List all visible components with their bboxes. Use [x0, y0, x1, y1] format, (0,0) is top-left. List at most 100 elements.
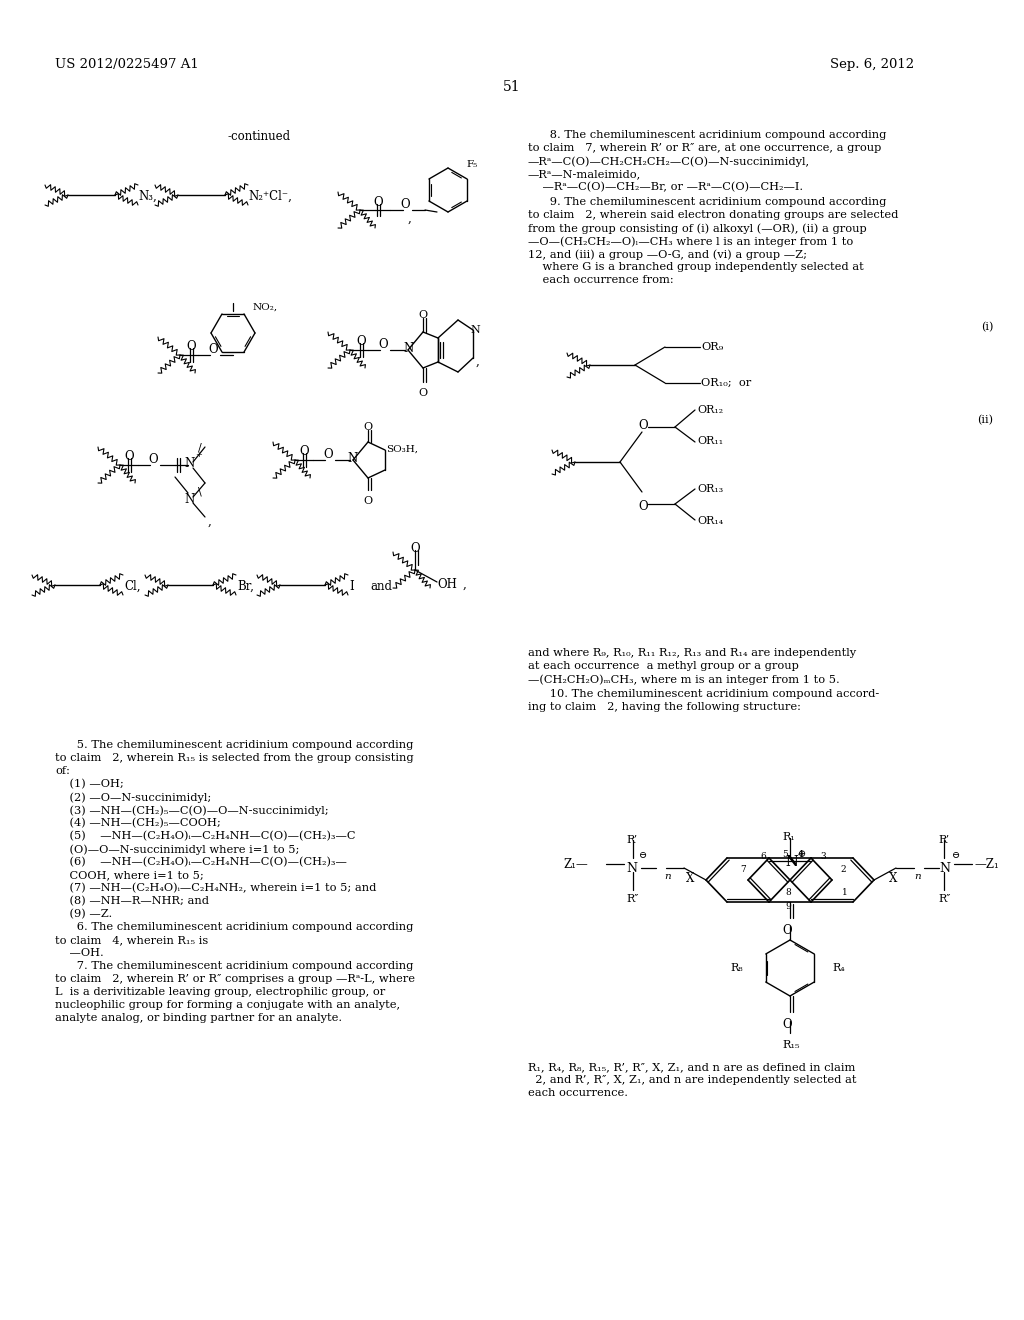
Text: O: O	[638, 418, 647, 432]
Text: (8) —NH—R—NHR; and: (8) —NH—R—NHR; and	[55, 896, 209, 907]
Text: I: I	[349, 579, 353, 593]
Text: Sep. 6, 2012: Sep. 6, 2012	[830, 58, 914, 71]
Text: +: +	[195, 451, 202, 459]
Text: Br,: Br,	[237, 579, 254, 593]
Text: 8. The chemiluminescent acridinium compound according: 8. The chemiluminescent acridinium compo…	[528, 129, 887, 140]
Text: O: O	[782, 1018, 792, 1031]
Text: 2, and R’, R″, X, Z₁, and n are independently selected at: 2, and R’, R″, X, Z₁, and n are independ…	[528, 1074, 856, 1085]
Text: at each occurrence  a methyl group or a group: at each occurrence a methyl group or a g…	[528, 661, 799, 671]
Text: to claim  2, wherein R’ or R″ comprises a group —Rᵃ-L, where: to claim 2, wherein R’ or R″ comprises a…	[55, 974, 415, 983]
Text: O: O	[378, 338, 388, 351]
Text: ⊕: ⊕	[798, 850, 806, 859]
Text: (4) —NH—(CH₂)₅—COOH;: (4) —NH—(CH₂)₅—COOH;	[55, 818, 221, 829]
Text: 3: 3	[820, 851, 825, 861]
Text: —Rᵃ—C(O)—CH₂—Br, or —Rᵃ—C(O)—CH₂—I.: —Rᵃ—C(O)—CH₂—Br, or —Rᵃ—C(O)—CH₂—I.	[528, 182, 803, 193]
Text: OR₁₄: OR₁₄	[697, 516, 723, 525]
Text: (3) —NH—(CH₂)₅—C(O)—O—N-succinimidyl;: (3) —NH—(CH₂)₅—C(O)—O—N-succinimidyl;	[55, 805, 329, 816]
Text: to claim  2, wherein said electron donating groups are selected: to claim 2, wherein said electron donati…	[528, 210, 898, 220]
Text: COOH, where i=1 to 5;: COOH, where i=1 to 5;	[55, 870, 204, 880]
Text: 7: 7	[740, 865, 745, 874]
Text: (6)    —NH—(C₂H₄O)ᵢ—C₂H₄NH—C(O)—(CH₂)₃—: (6) —NH—(C₂H₄O)ᵢ—C₂H₄NH—C(O)—(CH₂)₃—	[55, 857, 347, 867]
Text: N: N	[347, 451, 357, 465]
Text: each occurrence.: each occurrence.	[528, 1088, 628, 1098]
Text: O: O	[362, 422, 372, 432]
Text: (i): (i)	[981, 322, 993, 333]
Text: —Rᵃ—C(O)—CH₂CH₂CH₂—C(O)—N-succinimidyl,: —Rᵃ—C(O)—CH₂CH₂CH₂—C(O)—N-succinimidyl,	[528, 156, 810, 166]
Text: (9) —Z.: (9) —Z.	[55, 909, 113, 919]
Text: 7. The chemiluminescent acridinium compound according: 7. The chemiluminescent acridinium compo…	[55, 961, 414, 972]
Text: N: N	[785, 855, 798, 869]
Text: OH: OH	[437, 578, 457, 591]
Text: ,: ,	[408, 213, 412, 224]
Text: O: O	[400, 198, 410, 211]
Text: O: O	[373, 195, 383, 209]
Text: ,: ,	[476, 355, 480, 368]
Text: OR₁₂: OR₁₂	[697, 405, 723, 414]
Text: (ii): (ii)	[977, 414, 993, 425]
Text: R’: R’	[938, 836, 949, 845]
Text: 6: 6	[760, 851, 766, 861]
Text: O: O	[418, 310, 427, 319]
Text: and where R₉, R₁₀, R₁₁ R₁₂, R₁₃ and R₁₄ are independently: and where R₉, R₁₀, R₁₁ R₁₂, R₁₃ and R₁₄ …	[528, 648, 856, 657]
Text: OR₁₁: OR₁₁	[697, 436, 723, 446]
Text: R₁, R₄, R₈, R₁₅, R’, R″, X, Z₁, and n are as defined in claim: R₁, R₄, R₈, R₁₅, R’, R″, X, Z₁, and n ar…	[528, 1063, 855, 1072]
Text: \: \	[198, 487, 202, 498]
Text: 5. The chemiluminescent acridinium compound according: 5. The chemiluminescent acridinium compo…	[55, 741, 414, 750]
Text: ing to claim  2, having the following structure:: ing to claim 2, having the following str…	[528, 702, 801, 711]
Text: (1) —OH;: (1) —OH;	[55, 779, 124, 789]
Text: N: N	[626, 862, 637, 875]
Text: R₄: R₄	[831, 964, 845, 973]
Text: where G is a branched group independently selected at: where G is a branched group independentl…	[528, 261, 864, 272]
Text: 1: 1	[842, 888, 848, 898]
Text: —OH.: —OH.	[55, 948, 103, 958]
Text: N₂⁺Cl⁻,: N₂⁺Cl⁻,	[248, 190, 292, 203]
Text: analyte analog, or binding partner for an analyte.: analyte analog, or binding partner for a…	[55, 1012, 342, 1023]
Text: each occurrence from:: each occurrence from:	[528, 275, 674, 285]
Text: R″: R″	[626, 894, 638, 904]
Text: O: O	[148, 453, 158, 466]
Text: n: n	[914, 873, 921, 880]
Text: R₁: R₁	[782, 832, 795, 842]
Text: N: N	[184, 457, 195, 470]
Text: OR₁₀;  or: OR₁₀; or	[701, 378, 752, 388]
Text: ,: ,	[208, 515, 212, 528]
Text: -continued: -continued	[228, 129, 291, 143]
Text: 9: 9	[785, 902, 791, 911]
Text: O: O	[418, 388, 427, 399]
Text: 6. The chemiluminescent acridinium compound according: 6. The chemiluminescent acridinium compo…	[55, 921, 414, 932]
Text: O: O	[362, 496, 372, 506]
Text: from the group consisting of (i) alkoxyl (—OR), (ii) a group: from the group consisting of (i) alkoxyl…	[528, 223, 866, 234]
Text: R’: R’	[626, 836, 637, 845]
Text: O: O	[782, 924, 792, 937]
Text: R₁₅: R₁₅	[782, 1040, 800, 1049]
Text: O: O	[410, 543, 420, 554]
Text: O: O	[638, 500, 647, 513]
Text: (7) —NH—(C₂H₄O)ᵢ—C₂H₄NH₂, wherein i=1 to 5; and: (7) —NH—(C₂H₄O)ᵢ—C₂H₄NH₂, wherein i=1 to…	[55, 883, 377, 894]
Text: NO₂,: NO₂,	[253, 304, 279, 312]
Text: SO₃H,: SO₃H,	[386, 445, 418, 454]
Text: to claim  4, wherein R₁₅ is: to claim 4, wherein R₁₅ is	[55, 935, 208, 945]
Text: —Z₁: —Z₁	[974, 858, 998, 871]
Text: Z₁—: Z₁—	[563, 858, 588, 871]
Text: 2: 2	[840, 865, 846, 874]
Text: O: O	[356, 335, 366, 348]
Text: 5: 5	[782, 850, 787, 859]
Text: O: O	[186, 341, 196, 352]
Text: N: N	[470, 325, 480, 335]
Text: and: and	[370, 579, 392, 593]
Text: n: n	[664, 873, 671, 880]
Text: O: O	[124, 450, 133, 463]
Text: OR₉: OR₉	[701, 342, 723, 352]
Text: US 2012/0225497 A1: US 2012/0225497 A1	[55, 58, 199, 71]
Text: O: O	[208, 343, 218, 356]
Text: Cl,: Cl,	[124, 579, 140, 593]
Text: (2) —O—N-succinimidyl;: (2) —O—N-succinimidyl;	[55, 792, 211, 803]
Text: N: N	[184, 492, 195, 506]
Text: 8: 8	[785, 888, 791, 898]
Text: of:: of:	[55, 766, 70, 776]
Text: R₈: R₈	[730, 964, 742, 973]
Text: N₃,: N₃,	[138, 190, 157, 203]
Text: 12, and (iii) a group —O-G, and (vi) a group —Z;: 12, and (iii) a group —O-G, and (vi) a g…	[528, 249, 807, 260]
Text: (O)—O—N-succinimidyl where i=1 to 5;: (O)—O—N-succinimidyl where i=1 to 5;	[55, 843, 299, 854]
Text: X: X	[686, 873, 694, 884]
